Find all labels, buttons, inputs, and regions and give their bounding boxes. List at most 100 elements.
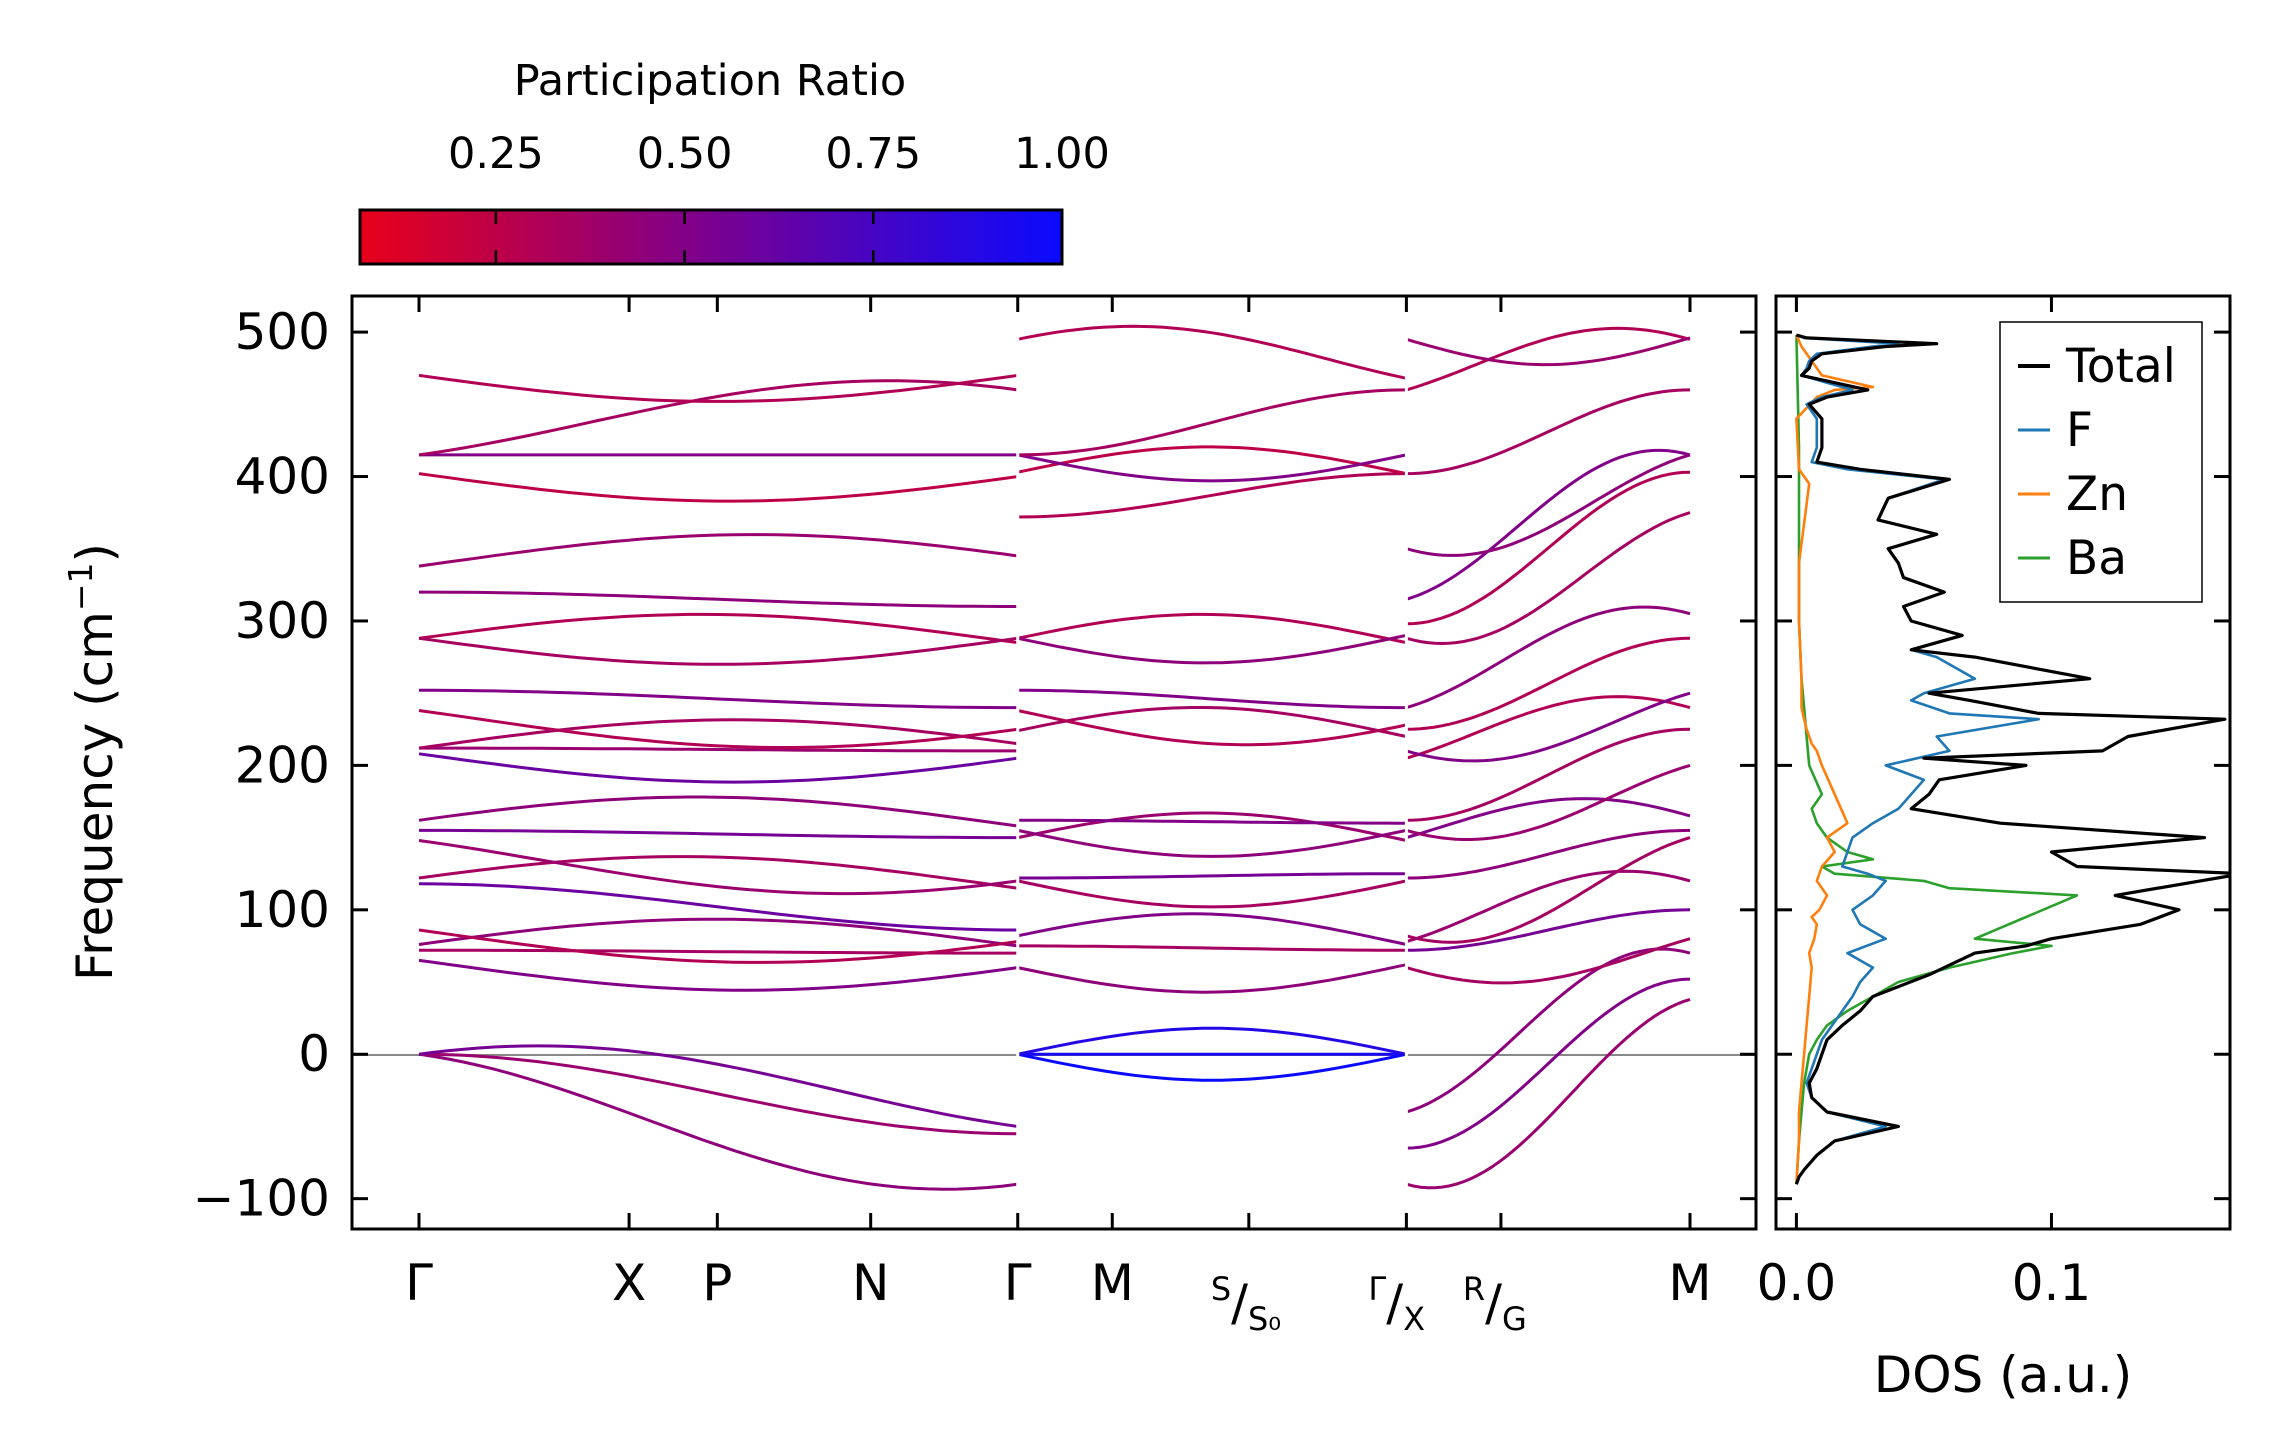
phonon-band (1017, 912, 1407, 946)
colorbar-title: Participation Ratio (514, 56, 907, 106)
kpath-label: N (852, 1254, 889, 1312)
phonon-band (1406, 470, 1691, 626)
phonon-band (1017, 879, 1407, 909)
phonon-band (1017, 453, 1407, 483)
y-tick-label: 400 (235, 448, 330, 506)
phonon-band (1017, 445, 1407, 476)
phonon-band (1405, 326, 1691, 392)
y-axis-label-sup: −1 (61, 562, 100, 611)
y-tick-label: −100 (193, 1170, 330, 1228)
colorbar-tick-label: 0.50 (637, 129, 733, 179)
phonon-band (1406, 977, 1691, 1150)
kpath-label-to: X (1403, 1300, 1425, 1338)
colorbar-ticks: 0.25 0.50 0.75 1.00 (448, 129, 1110, 264)
colorbar-tick-label: 0.75 (825, 129, 921, 179)
phonon-band (1017, 388, 1407, 457)
phonon-band (1406, 511, 1691, 646)
phonon-band (1017, 1052, 1407, 1082)
colorbar: Participation Ratio 0.25 0.50 0.75 1.00 (358, 56, 1110, 266)
y-axis-label-end: ) (66, 543, 124, 563)
phonon-band (418, 917, 1018, 948)
phonon-band (1017, 963, 1407, 994)
legend-box (1999, 321, 2203, 603)
y-tick-label: 100 (235, 881, 330, 939)
phonon-band (1406, 636, 1691, 731)
phonon-band (1017, 1026, 1407, 1056)
y-axis-ticks: −100 0 100 200 300 400 500 (193, 303, 1756, 1228)
colorbar-tick-label: 0.25 (448, 129, 544, 179)
phonon-band (1406, 453, 1691, 557)
kpath-label: X (612, 1254, 646, 1312)
kpath-label-from: S (1211, 1270, 1231, 1308)
kpath-label: Γ (1004, 1254, 1032, 1312)
phonon-band (1017, 828, 1407, 858)
phonon-band (418, 1052, 1018, 1191)
phonon-band (418, 373, 1018, 403)
phonon-band (1405, 695, 1691, 760)
phonon-band (1406, 727, 1691, 822)
y-tick-label: 500 (235, 303, 330, 361)
phonon-band (418, 718, 1018, 750)
phonon-band (418, 928, 1018, 964)
dos-series-total (1794, 333, 2230, 1185)
dos-legend: Total F Zn Ba (1999, 321, 2203, 603)
dos-x-ticks: 0.0 0.1 (1757, 296, 2092, 1312)
phonon-band (1017, 633, 1407, 665)
phonon-band (1406, 836, 1691, 944)
phonon-band (419, 688, 1018, 710)
band-lines (418, 324, 1691, 1191)
y-axis-label-main: Frequency (cm (66, 611, 124, 981)
phonon-band (1405, 336, 1691, 367)
dos-series-f (1795, 333, 2040, 1185)
phonon-band (1406, 908, 1691, 952)
phonon-band (1017, 612, 1407, 645)
kpath-label: Γ (405, 1254, 433, 1312)
phonon-band (418, 882, 1018, 932)
legend-items: Total F Zn Ba (2018, 339, 2176, 586)
phonon-band (1406, 828, 1691, 880)
kpath-label: M (1091, 1254, 1134, 1312)
y-axis-label: Frequency (cm−1) (61, 543, 124, 981)
phonon-band (1406, 388, 1691, 476)
phonon-band (1017, 818, 1407, 825)
phonon-band (1017, 688, 1407, 710)
y-tick-label: 0 (298, 1025, 330, 1083)
phonon-band (419, 590, 1018, 608)
dos-series-zn (1795, 334, 1875, 1185)
kpath-label-slash: / (1386, 1274, 1403, 1332)
phonon-band (1017, 872, 1407, 880)
kpath-label-slash: / (1231, 1274, 1248, 1332)
phonon-band (1405, 937, 1691, 985)
kpath-label-from: R (1463, 1270, 1485, 1308)
phonon-band (1017, 324, 1407, 380)
y-tick-label: 300 (235, 592, 330, 650)
kpath-label-to: S₀ (1248, 1300, 1281, 1338)
phonon-band (418, 752, 1018, 784)
phonon-band (1017, 472, 1407, 519)
phonon-band (418, 795, 1018, 828)
phonon-band (419, 746, 1018, 753)
legend-label: F (2066, 403, 2093, 458)
phonon-band (1406, 763, 1691, 841)
kpath-label-from: Γ (1368, 1270, 1386, 1308)
phonon-band (1405, 691, 1691, 763)
kpath-label: M (1668, 1254, 1711, 1312)
kpath-label: Γ/X (1368, 1270, 1425, 1338)
phonon-band (1017, 944, 1407, 952)
phonon-band (418, 472, 1018, 503)
dos-x-tick-label: 0.1 (2012, 1254, 2092, 1312)
kpath-label-to: G (1502, 1300, 1527, 1338)
y-tick-label: 200 (235, 736, 330, 794)
phonon-band (1405, 605, 1691, 710)
dos-panel: 0.0 0.1 DOS (a.u.) Total F Zn Ba (1757, 294, 2232, 1404)
band-axes-frame (350, 294, 1758, 1231)
kpath-label: P (702, 1254, 732, 1312)
phonon-band (1017, 709, 1407, 747)
kpath-label-slash: / (1485, 1274, 1502, 1332)
phonon-band (1405, 869, 1691, 944)
phonon-band (1017, 811, 1407, 842)
phonon-band (1406, 997, 1691, 1190)
legend-label: Ba (2066, 531, 2127, 586)
